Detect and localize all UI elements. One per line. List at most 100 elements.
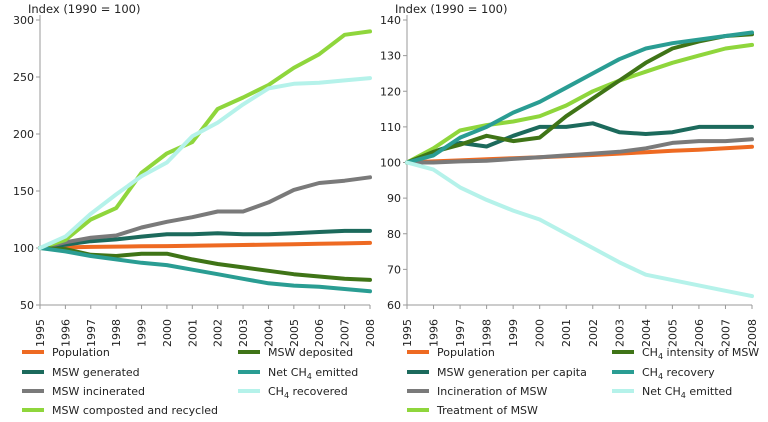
series-line-7 bbox=[405, 160, 754, 299]
x-tick-label: 1997 bbox=[85, 319, 98, 347]
legend: Population MSW generation per capita Incin… bbox=[407, 346, 759, 417]
series-line-1 bbox=[38, 240, 372, 250]
legend-label-rest: recovery bbox=[663, 366, 715, 379]
legend-label: Treatment of MSW bbox=[436, 404, 538, 417]
chart-2: Index (1990 = 100) 60 70 80 90 100 110 120 130 14… bbox=[380, 2, 759, 417]
x-tick-label: 1999 bbox=[507, 319, 520, 347]
legend-label-sub: 4 bbox=[307, 372, 312, 381]
legend-item: Population bbox=[22, 346, 110, 359]
legend-label-base: Net CH bbox=[268, 366, 307, 379]
x-tick-label: 2000 bbox=[161, 319, 174, 347]
y-tick-label: 120 bbox=[380, 85, 401, 98]
x-tick-label: 2001 bbox=[186, 319, 199, 347]
legend-label-sub: 4 bbox=[284, 391, 289, 400]
x-tick-label: 2008 bbox=[364, 319, 377, 347]
legend-item: CH4 recovered bbox=[238, 385, 348, 400]
legend-item: Net CH4 emitted bbox=[238, 366, 358, 381]
legend-item: MSW deposited bbox=[238, 346, 353, 359]
y-axis-title: Index (1990 = 100) bbox=[28, 2, 140, 16]
y-tick-label: 100 bbox=[13, 242, 34, 255]
legend-label-sub: 4 bbox=[681, 391, 686, 400]
legend-label-base: Net CH bbox=[642, 385, 681, 398]
legend-item: Population bbox=[407, 346, 495, 359]
y-tick-label: 110 bbox=[380, 121, 401, 134]
legend-label: Net CH4 emitted bbox=[642, 385, 732, 400]
x-tick-label: 2004 bbox=[262, 319, 275, 347]
legend-label-rest: emitted bbox=[686, 385, 732, 398]
legend-item: MSW incinerated bbox=[22, 385, 145, 398]
x-tick-label: 2000 bbox=[534, 319, 547, 347]
legend-label-rest: intensity of MSW bbox=[663, 346, 759, 359]
x-tick-label: 1997 bbox=[454, 319, 467, 347]
legend-label-sub: 4 bbox=[658, 372, 663, 381]
series-line-3 bbox=[405, 137, 754, 165]
legend-item: MSW composted and recycled bbox=[22, 404, 218, 417]
y-tick-label: 90 bbox=[387, 192, 401, 205]
x-tick-label: 1996 bbox=[428, 319, 441, 347]
x-tick-label: 1996 bbox=[59, 319, 72, 347]
y-tick-label: 250 bbox=[13, 71, 34, 84]
x-tick-label: 1995 bbox=[34, 319, 47, 347]
x-tick-label: 2002 bbox=[212, 319, 225, 347]
x-tick-label: 2005 bbox=[288, 319, 301, 347]
legend-label: MSW deposited bbox=[268, 346, 353, 359]
x-tick-label: 2006 bbox=[693, 319, 706, 347]
legend-item: CH4 intensity of MSW bbox=[612, 346, 759, 361]
series-line-4 bbox=[405, 42, 754, 165]
y-tick-label: 130 bbox=[380, 50, 401, 63]
legend-item: Incineration of MSW bbox=[407, 385, 547, 398]
series-line-3 bbox=[38, 175, 372, 250]
x-tick-label: 1995 bbox=[401, 319, 414, 347]
x-tick-label: 2001 bbox=[560, 319, 573, 347]
legend-label-base: CH bbox=[642, 366, 658, 379]
x-tick-label: 2005 bbox=[666, 319, 679, 347]
series-line-4 bbox=[38, 29, 372, 250]
y-tick-label: 300 bbox=[13, 14, 34, 27]
legend-item: MSW generation per capita bbox=[407, 366, 587, 379]
chart-1: Index (1990 = 100) 50 100 150 200 250 300 1995 1… bbox=[13, 2, 377, 417]
legend-item: Net CH4 emitted bbox=[612, 385, 732, 400]
legend-label: MSW generation per capita bbox=[437, 366, 587, 379]
legend-label: MSW composted and recycled bbox=[52, 404, 218, 417]
legend-label: MSW incinerated bbox=[52, 385, 145, 398]
legend-label-base: CH bbox=[268, 385, 284, 398]
legend-label: CH4 recovery bbox=[642, 366, 715, 381]
legend-label: CH4 recovered bbox=[268, 385, 348, 400]
legend-label: CH4 intensity of MSW bbox=[642, 346, 759, 361]
legend-label-rest: recovered bbox=[289, 385, 348, 398]
legend-label-base: CH bbox=[642, 346, 658, 359]
series-line-7 bbox=[38, 76, 372, 250]
legend-label: Population bbox=[437, 346, 495, 359]
series-line-5 bbox=[405, 32, 754, 165]
x-tick-label: 2002 bbox=[587, 319, 600, 347]
y-tick-label: 100 bbox=[380, 157, 401, 170]
y-tick-label: 80 bbox=[387, 228, 401, 241]
legend-label-sub: 4 bbox=[658, 352, 663, 361]
y-tick-label: 150 bbox=[13, 185, 34, 198]
legend: Population MSW generated MSW incinerated MS… bbox=[22, 346, 358, 417]
x-tick-label: 2003 bbox=[613, 319, 626, 347]
x-tick-label: 2003 bbox=[237, 319, 250, 347]
legend-label: Incineration of MSW bbox=[437, 385, 547, 398]
y-tick-label: 50 bbox=[20, 299, 34, 312]
x-tick-label: 2004 bbox=[640, 319, 653, 347]
y-tick-label: 200 bbox=[13, 128, 34, 141]
series-line-6 bbox=[38, 246, 372, 294]
y-tick-label: 140 bbox=[380, 14, 401, 27]
x-tick-label: 1998 bbox=[481, 319, 494, 347]
series-line-5 bbox=[38, 246, 372, 282]
legend-label: Population bbox=[52, 346, 110, 359]
legend-label: Net CH4 emitted bbox=[268, 366, 358, 381]
legend-item: Treatment of MSW bbox=[407, 404, 538, 417]
legend-item: CH4 recovery bbox=[612, 366, 715, 381]
y-tick-label: 70 bbox=[387, 263, 401, 276]
y-tick-label: 60 bbox=[387, 299, 401, 312]
legend-label-rest: emitted bbox=[312, 366, 358, 379]
x-tick-label: 1999 bbox=[136, 319, 149, 347]
legend-label: MSW generated bbox=[52, 366, 140, 379]
x-tick-label: 2007 bbox=[719, 319, 732, 347]
x-tick-label: 2008 bbox=[746, 319, 759, 347]
series-line-2 bbox=[38, 228, 372, 250]
y-axis-title: Index (1990 = 100) bbox=[395, 2, 507, 16]
